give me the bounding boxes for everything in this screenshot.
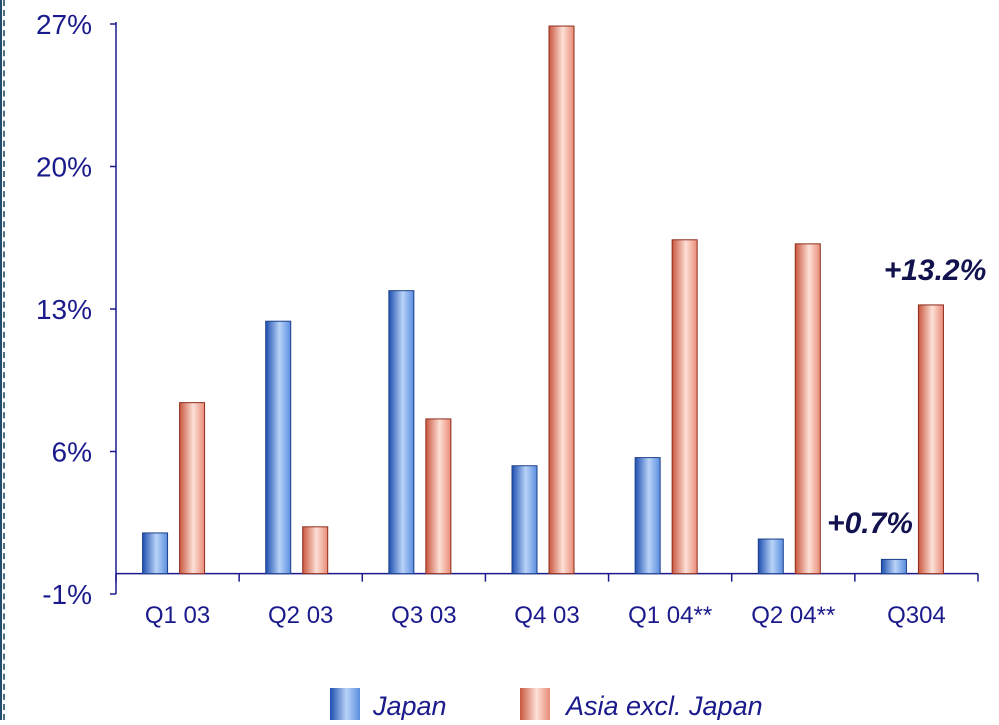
y-tick-label: 13% xyxy=(36,294,92,325)
annotation-japan-q304: +0.7% xyxy=(827,507,913,540)
legend-label-japan: Japan xyxy=(372,691,447,720)
y-tick-label: 20% xyxy=(36,152,92,183)
legend-swatch-japan xyxy=(330,688,360,720)
bar-japan xyxy=(757,538,784,575)
bar-asia xyxy=(425,418,452,575)
annotation-asia-q304: +13.2% xyxy=(884,254,987,287)
bar-japan xyxy=(880,558,907,575)
x-tick-label: Q3 03 xyxy=(391,602,456,629)
y-tick-label: 6% xyxy=(52,437,92,468)
bar-asia xyxy=(302,526,329,575)
x-tick-label: Q1 03 xyxy=(145,602,210,629)
bar-asia xyxy=(671,239,698,575)
x-tick-label: Q2 04** xyxy=(751,602,835,629)
legend-label-asia: Asia excl. Japan xyxy=(564,691,763,720)
x-tick-label: Q304 xyxy=(887,602,946,629)
left-frame-dashed xyxy=(3,0,5,720)
bar-japan xyxy=(388,290,415,575)
bar-japan xyxy=(265,320,292,575)
bar-asia xyxy=(917,304,944,575)
bar-japan xyxy=(634,457,661,575)
bar-asia xyxy=(179,402,206,575)
x-tick-label: Q2 03 xyxy=(268,602,333,629)
y-tick-label: 27% xyxy=(36,9,92,40)
x-tick-label: Q1 04** xyxy=(628,602,712,629)
bar-asia xyxy=(548,25,575,575)
legend-swatch-asia xyxy=(520,688,550,720)
x-tick-label: Q4 03 xyxy=(514,602,579,629)
bar-japan xyxy=(142,532,169,575)
bar-asia xyxy=(794,243,821,575)
y-tick-label: -1% xyxy=(42,579,92,610)
left-frame-line xyxy=(0,0,2,720)
bar-japan xyxy=(511,465,538,575)
